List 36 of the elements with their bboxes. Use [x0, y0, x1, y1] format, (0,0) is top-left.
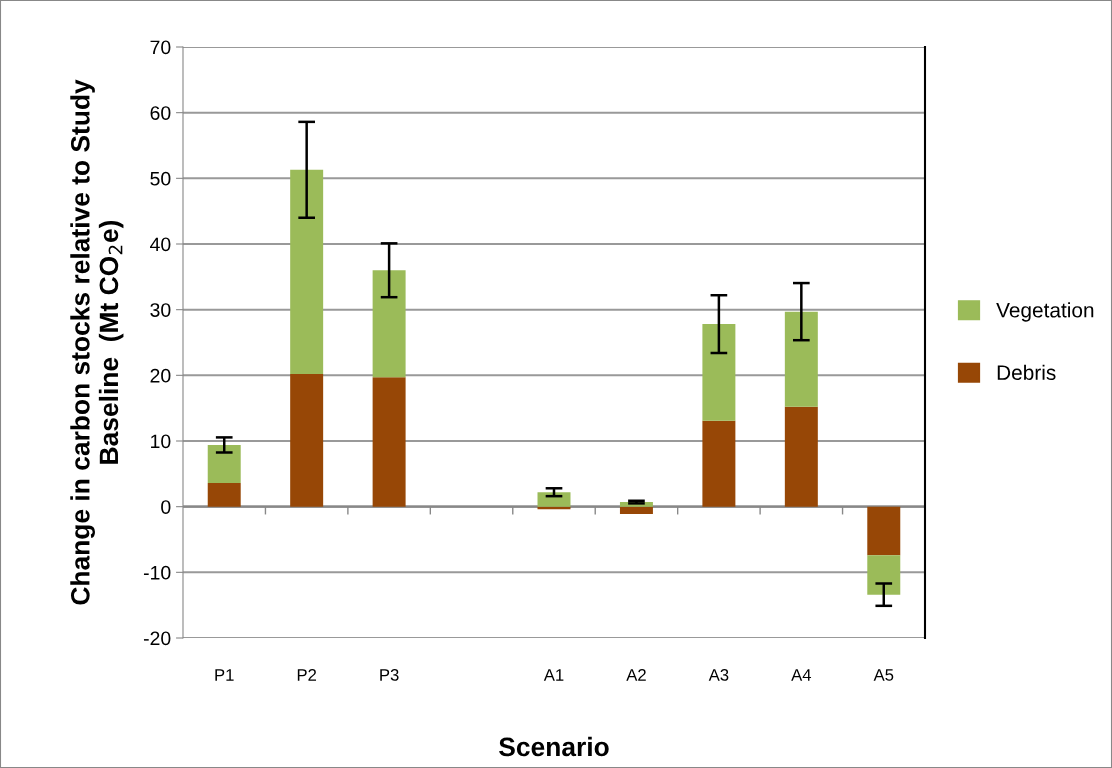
x-tick-label: A3 [708, 669, 729, 681]
y-tick-label: -10 [143, 565, 171, 580]
y-tick-label: 60 [150, 106, 171, 120]
bar [290, 374, 324, 507]
x-tick-label: A4 [791, 669, 812, 681]
bar [537, 492, 571, 507]
y-tick-label: 30 [150, 303, 171, 317]
x-tick-label: A2 [626, 669, 646, 681]
bar [702, 420, 736, 507]
bar [207, 444, 241, 484]
x-tick-label: P1 [215, 669, 234, 681]
x-axis-title: Scenario [499, 736, 609, 757]
y-tick-label: 50 [150, 171, 171, 186]
bar [702, 324, 736, 421]
bar [619, 506, 653, 514]
x-tick-label: A5 [873, 669, 894, 681]
bar [372, 377, 406, 507]
y-axis-title: Change in carbon stocks relative to Study Baseline (Mt CO$_{2}$e) [70, 79, 124, 605]
bar [784, 406, 818, 507]
x-tick-label: A1 [543, 669, 564, 681]
y-tick-label: 70 [150, 40, 171, 55]
bar [867, 555, 901, 595]
legend-label: Debris [997, 364, 1056, 380]
y-tick-label: 10 [151, 434, 171, 449]
x-tick-label: P3 [380, 669, 399, 681]
y-tick-label: 0 [161, 500, 171, 514]
bar [207, 483, 241, 507]
y-tick-label: 20 [150, 368, 171, 383]
y-tick-label: 40 [150, 237, 171, 252]
x-tick-label: P2 [297, 669, 317, 681]
bar [372, 270, 406, 378]
bar [867, 506, 901, 556]
legend-label: Vegetation [996, 302, 1094, 322]
bar [784, 311, 818, 407]
y-tick-label: -20 [143, 631, 171, 646]
bar [290, 169, 324, 375]
